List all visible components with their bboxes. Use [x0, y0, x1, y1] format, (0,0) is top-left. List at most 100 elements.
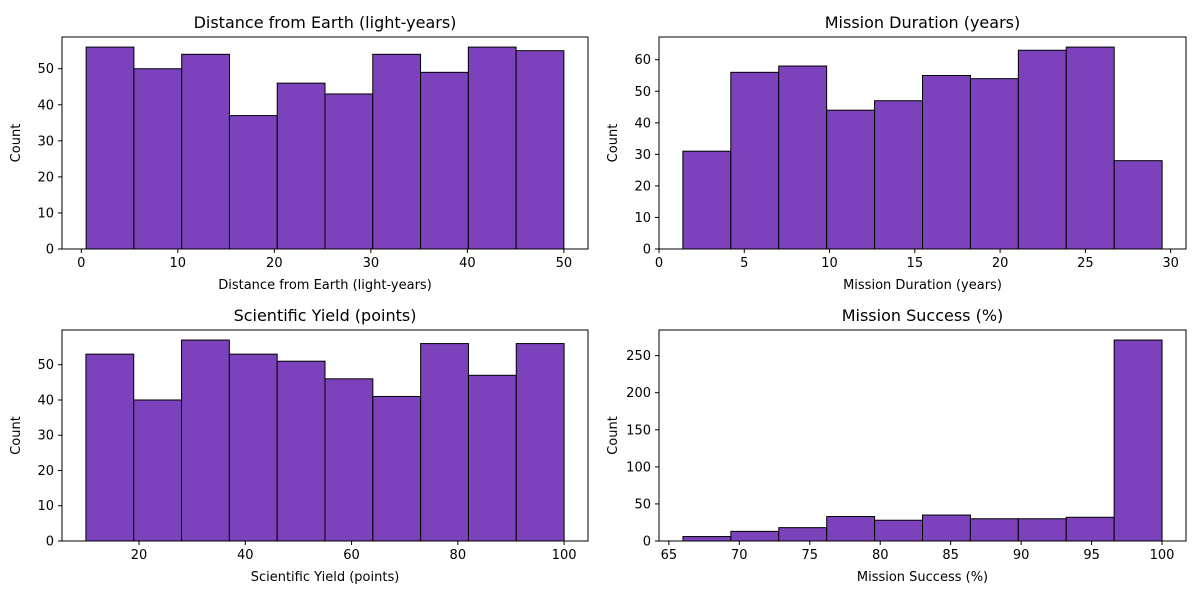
- x-tick-label: 10: [821, 256, 838, 271]
- histogram-bar: [1065, 46, 1115, 250]
- x-axis-label: Scientific Yield (points): [251, 570, 400, 585]
- y-tick-label: 50: [634, 497, 651, 512]
- x-tick-label: 20: [266, 256, 283, 271]
- histogram-bar: [1065, 516, 1115, 542]
- x-tick-label: 10: [170, 256, 187, 271]
- histogram-bar: [467, 46, 517, 250]
- y-axis-label: Count: [606, 124, 621, 163]
- histogram-bar: [778, 65, 828, 250]
- x-tick-label: 15: [907, 256, 924, 271]
- axes-frame: [658, 329, 1187, 542]
- histogram-bar: [324, 378, 374, 542]
- x-tick-label: 40: [459, 256, 476, 271]
- y-tick-label: 20: [37, 464, 54, 479]
- histogram-bar: [1113, 160, 1163, 250]
- histogram-bar: [969, 518, 1019, 542]
- histogram-bar: [372, 395, 422, 542]
- histogram-bar: [228, 115, 278, 250]
- histogram-bar: [682, 536, 732, 542]
- y-tick-label: 250: [626, 349, 651, 364]
- histogram-bar: [420, 343, 469, 542]
- x-tick-label: 25: [1077, 256, 1094, 271]
- histogram-bar: [874, 519, 923, 542]
- histogram-bar: [515, 343, 565, 542]
- y-tick-label: 10: [37, 499, 54, 514]
- histogram-bar: [874, 100, 923, 250]
- y-tick-label: 100: [626, 460, 651, 475]
- y-tick-label: 10: [634, 211, 651, 226]
- x-tick-label: 50: [556, 256, 573, 271]
- histogram-bar: [85, 353, 135, 542]
- x-axis-label: Mission Success (%): [857, 570, 988, 585]
- x-axis-label: Distance from Earth (light-years): [218, 278, 432, 293]
- y-tick-label: 40: [634, 116, 651, 131]
- y-tick-label: 200: [626, 386, 651, 401]
- histogram-bar: [515, 50, 565, 250]
- y-axis-label: Count: [606, 416, 621, 455]
- histogram-bar: [826, 109, 876, 250]
- histogram-bar: [969, 78, 1019, 250]
- histogram-bar: [133, 68, 183, 250]
- y-axis-label: Count: [9, 124, 24, 163]
- y-tick-label: 60: [634, 53, 651, 68]
- y-tick-label: 40: [37, 98, 54, 113]
- x-tick-label: 30: [1162, 256, 1179, 271]
- x-tick-label: 100: [552, 548, 577, 563]
- y-tick-label: 20: [634, 179, 651, 194]
- y-tick-label: 50: [37, 62, 54, 77]
- histogram-bar: [372, 53, 422, 250]
- x-tick-label: 20: [992, 256, 1009, 271]
- histogram-bar: [133, 399, 183, 542]
- x-tick-label: 80: [450, 548, 467, 563]
- x-tick-label: 75: [801, 548, 818, 563]
- histogram-bar: [85, 46, 135, 250]
- histogram-bar: [324, 93, 374, 250]
- chart-panel-3: 20 40 60 80 100 0 10 20 30 40 50 Scientific Yield (…: [9, 306, 589, 585]
- histogram-bar: [922, 514, 971, 542]
- x-tick-label: 60: [343, 548, 360, 563]
- histogram-bar: [730, 71, 780, 250]
- x-tick-label: 65: [661, 548, 678, 563]
- x-tick-label: 80: [872, 548, 889, 563]
- histogram-bar: [922, 74, 971, 250]
- histogram-bar: [181, 339, 230, 542]
- y-tick-label: 20: [37, 170, 54, 185]
- y-tick-label: 0: [46, 535, 54, 550]
- histogram-bar: [276, 360, 326, 542]
- y-axis-label: Count: [9, 416, 24, 455]
- histogram-bar: [682, 150, 732, 250]
- axes-frame: [61, 36, 589, 250]
- histogram-bar: [420, 71, 469, 250]
- x-tick-label: 70: [731, 548, 748, 563]
- histogram-bar: [826, 516, 876, 542]
- y-tick-label: 40: [37, 393, 54, 408]
- y-tick-label: 50: [37, 358, 54, 373]
- histogram-bar: [1017, 518, 1067, 542]
- histogram-bar: [467, 374, 517, 542]
- x-tick-label: 0: [77, 256, 85, 271]
- x-tick-label: 90: [1013, 548, 1030, 563]
- x-tick-label: 5: [740, 256, 748, 271]
- y-tick-label: 30: [37, 134, 54, 149]
- x-tick-label: 40: [237, 548, 254, 563]
- chart-panel-1: 0 10 20 30 40 50 0 10 20 30 40 50 Distance from Eart…: [9, 13, 589, 293]
- x-tick-label: 20: [131, 548, 148, 563]
- y-tick-label: 0: [643, 243, 651, 258]
- histogram-bar: [1113, 339, 1163, 542]
- chart-title: Scientific Yield (points): [234, 306, 417, 325]
- y-tick-label: 0: [46, 243, 54, 258]
- histogram-bar: [778, 527, 828, 542]
- histogram-bar: [730, 530, 780, 542]
- x-tick-label: 85: [942, 548, 959, 563]
- y-tick-label: 30: [37, 429, 54, 444]
- histogram-bar: [276, 82, 326, 250]
- y-tick-label: 30: [634, 148, 651, 163]
- chart-title: Mission Duration (years): [825, 13, 1020, 32]
- x-tick-label: 100: [1150, 548, 1175, 563]
- y-tick-label: 10: [37, 206, 54, 221]
- y-tick-label: 150: [626, 423, 651, 438]
- chart-title: Mission Success (%): [842, 306, 1004, 325]
- chart-panel-4: 65 70 75 80 85 90 95 100 0 50 100 150 200 250 Mission …: [606, 306, 1187, 585]
- x-tick-label: 95: [1083, 548, 1100, 563]
